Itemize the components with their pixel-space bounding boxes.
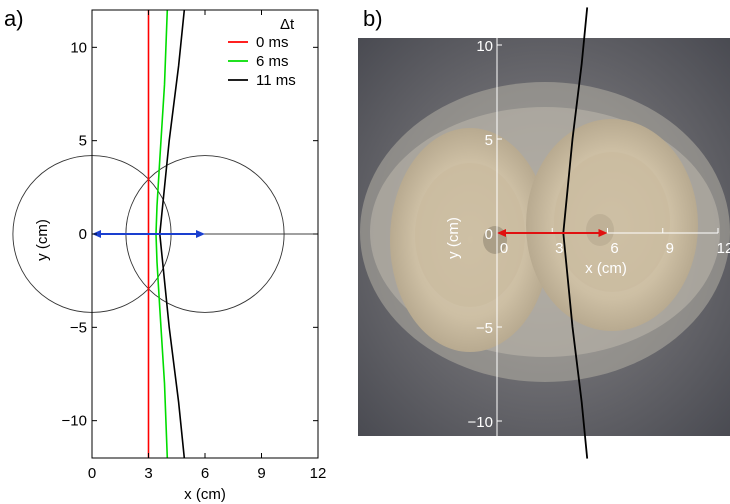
panel-a-label: a) <box>4 6 24 31</box>
photo-y-tick-label: 5 <box>485 132 493 149</box>
legend-entry: 6 ms <box>256 53 289 70</box>
panel-a-x-axis-label: x (cm) <box>184 486 226 503</box>
y-tick-label: 0 <box>79 226 87 243</box>
photo-y-tick-label: −5 <box>476 320 493 337</box>
y-tick-label: −5 <box>70 319 87 336</box>
x-tick-label: 9 <box>257 465 265 482</box>
legend-title: Δt <box>280 16 295 33</box>
photo-x-tick-label: 6 <box>610 240 618 257</box>
y-tick-label: 5 <box>79 133 87 150</box>
photo-y-axis-label: y (cm) <box>445 217 462 259</box>
y-tick-label: −10 <box>62 413 87 430</box>
photo-y-tick-label: 10 <box>476 38 493 55</box>
photo-x-tick-label: 12 <box>717 240 730 257</box>
panel-a-y-axis-label: y (cm) <box>34 219 51 261</box>
x-tick-label: 0 <box>88 465 96 482</box>
panel-b: b) −10 −5 0 5 10 0 3 6 9 12 x (cm) y (cm) <box>358 6 730 459</box>
y-tick-label: 10 <box>70 39 87 56</box>
photo-y-tick-label: 0 <box>485 226 493 243</box>
panel-a: a) 0 3 6 9 12 −10 −5 0 5 10 Δt0 ms 6 ms 11 ms x (cm… <box>4 6 326 503</box>
x-tick-label: 12 <box>310 465 327 482</box>
photo-x-tick-label: 9 <box>666 240 674 257</box>
legend-entry: 11 ms <box>256 72 296 89</box>
sand-photo <box>358 38 730 436</box>
photo-y-tick-label: −10 <box>468 414 493 431</box>
x-tick-label: 3 <box>144 465 152 482</box>
x-tick-label: 6 <box>201 465 209 482</box>
legend: Δt0 ms 6 ms 11 ms <box>228 16 296 89</box>
photo-x-tick-label: 0 <box>500 240 508 257</box>
photo-x-axis-label: x (cm) <box>585 260 627 277</box>
legend-entry: 0 ms <box>256 34 289 51</box>
panel-b-label: b) <box>363 6 383 31</box>
photo-x-tick-label: 3 <box>555 240 563 257</box>
